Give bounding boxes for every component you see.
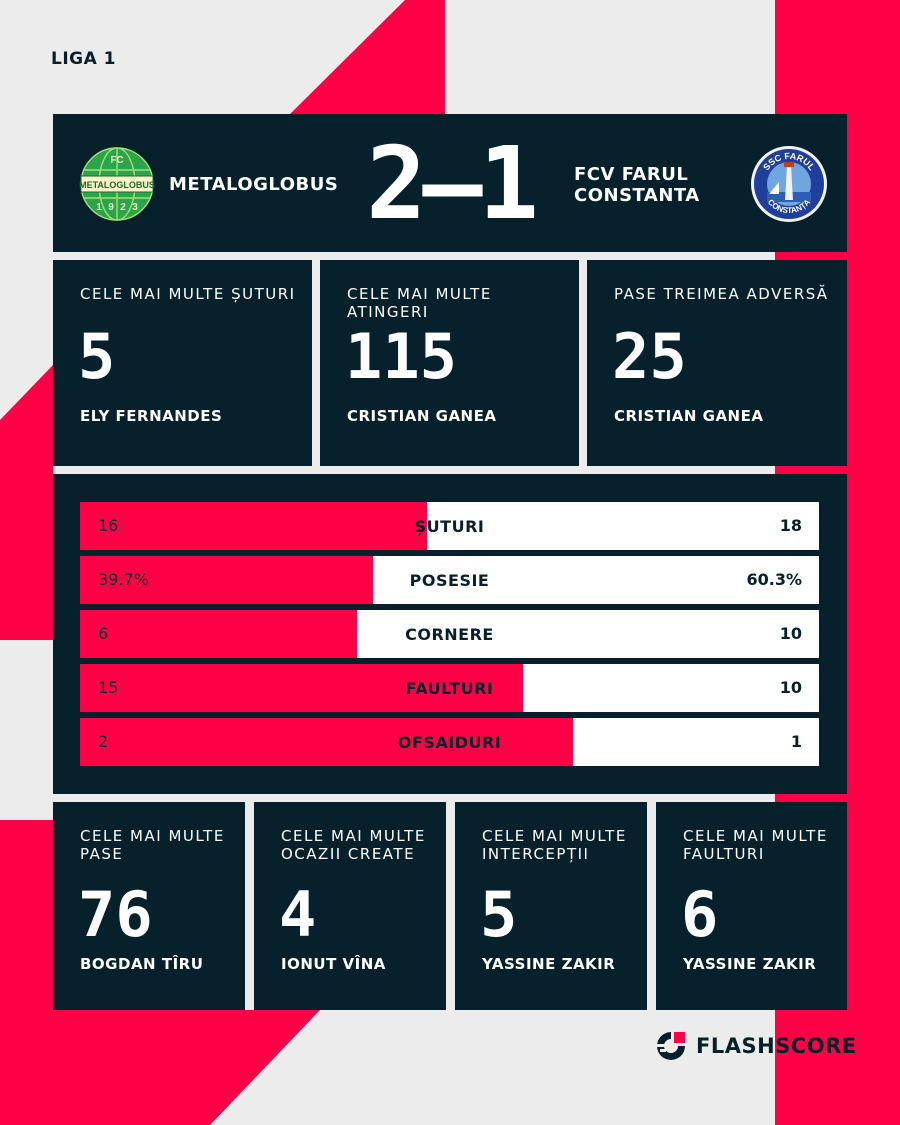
stat-value: 5	[78, 320, 116, 393]
stat-label: CELE MAI MULTE FAULTURI	[683, 827, 828, 863]
stat-player: BOGDAN TÎRU	[80, 955, 204, 973]
away-value: 1	[790, 732, 802, 751]
stat-player: CRISTIAN GANEA	[347, 407, 497, 425]
stat-value: 25	[612, 320, 687, 393]
stat-label: CELE MAI MULTE ATINGERI	[347, 285, 492, 321]
stat-label: CELE MAI MULTE ȘUTURI	[80, 285, 296, 303]
stat-card-final-third-passes: PASE TREIMEA ADVERSĂ 25 CRISTIAN GANEA	[587, 260, 847, 466]
stat-card-interceptions: CELE MAI MULTE INTERCEPȚII 5 YASSINE ZAK…	[455, 802, 647, 1010]
stat-player: YASSINE ZAKIR	[482, 955, 616, 973]
home-value: 16	[98, 516, 119, 535]
metaloglobus-crest-icon: FC METALOGLOBUS 1 9 2 3	[77, 144, 157, 224]
away-value: 18	[779, 516, 802, 535]
stat-value: 115	[345, 320, 457, 393]
stat-name: CORNERE	[405, 625, 494, 644]
home-value: 2	[98, 732, 109, 751]
stat-value: 5	[480, 878, 518, 951]
home-share-bar	[80, 664, 524, 712]
flashscore-brand: FLASHSCORE	[654, 1029, 857, 1063]
stat-value: 6	[681, 878, 719, 951]
match-score: 2–1	[366, 125, 539, 242]
flashscore-logo-icon	[657, 1032, 685, 1060]
home-share-bar	[80, 502, 428, 550]
svg-text:3: 3	[132, 202, 138, 213]
stat-card-chances-created: CELE MAI MULTE OCAZII CREATE 4 IONUT VÎN…	[254, 802, 446, 1010]
svg-text:METALOGLOBUS: METALOGLOBUS	[79, 180, 155, 190]
stat-value: 4	[279, 878, 317, 951]
home-share-bar	[80, 718, 573, 766]
svg-text:9: 9	[108, 202, 114, 213]
stat-row-corners: 6 CORNERE 10	[80, 610, 819, 658]
home-team-name: METALOGLOBUS	[169, 174, 339, 195]
stat-label: CELE MAI MULTE OCAZII CREATE	[281, 827, 426, 863]
away-value: 10	[779, 678, 802, 697]
farul-constanta-crest-icon: SSC FARUL CONSTANȚA	[749, 144, 829, 224]
away-value: 60.3%	[746, 570, 802, 589]
stat-player: ELY FERNANDES	[80, 407, 223, 425]
stat-name: ȘUTURI	[414, 517, 485, 536]
home-share-bar	[80, 556, 374, 604]
stat-name: OFSAIDURI	[397, 733, 502, 752]
stat-card-most-touches: CELE MAI MULTE ATINGERI 115 CRISTIAN GAN…	[320, 260, 579, 466]
stat-player: IONUT VÎNA	[281, 955, 386, 973]
stat-row-shots: 16 ȘUTURI 18	[80, 502, 819, 550]
home-share-bar	[80, 610, 358, 658]
stat-card-most-passes: CELE MAI MULTE PASE 76 BOGDAN TÎRU	[53, 802, 245, 1010]
team-stats-panel: 16 ȘUTURI 18 39.7% POSESIE 60.3% 6 CORNE…	[53, 474, 847, 794]
stat-card-most-fouls: CELE MAI MULTE FAULTURI 6 YASSINE ZAKIR	[656, 802, 847, 1010]
brand-name: FLASHSCORE	[696, 1034, 857, 1058]
stat-label: PASE TREIMEA ADVERSĂ	[614, 285, 829, 303]
home-value: 6	[98, 624, 109, 643]
stat-row-offsides: 2 OFSAIDURI 1	[80, 718, 819, 766]
svg-text:1: 1	[96, 202, 102, 213]
home-value: 15	[98, 678, 119, 697]
stat-player: YASSINE ZAKIR	[683, 955, 817, 973]
home-value: 39.7%	[98, 570, 149, 589]
stat-row-possession: 39.7% POSESIE 60.3%	[80, 556, 819, 604]
svg-text:FC: FC	[110, 155, 123, 166]
stat-value: 76	[78, 878, 153, 951]
svg-text:2: 2	[120, 202, 126, 213]
away-value: 10	[779, 624, 802, 643]
stat-card-most-shots: CELE MAI MULTE ȘUTURI 5 ELY FERNANDES	[53, 260, 312, 466]
match-header: FC METALOGLOBUS 1 9 2 3 METALOGLOBUS 2–1…	[53, 114, 847, 252]
away-team-name: FCV FARUL CONSTANTA	[574, 164, 700, 206]
stat-player: CRISTIAN GANEA	[614, 407, 764, 425]
stat-name: FAULTURI	[405, 679, 494, 698]
stat-label: CELE MAI MULTE PASE	[80, 827, 225, 863]
league-name: LIGA 1	[51, 49, 117, 69]
stat-row-fouls: 15 FAULTURI 10	[80, 664, 819, 712]
stat-name: POSESIE	[409, 571, 490, 590]
stat-label: CELE MAI MULTE INTERCEPȚII	[482, 827, 627, 863]
